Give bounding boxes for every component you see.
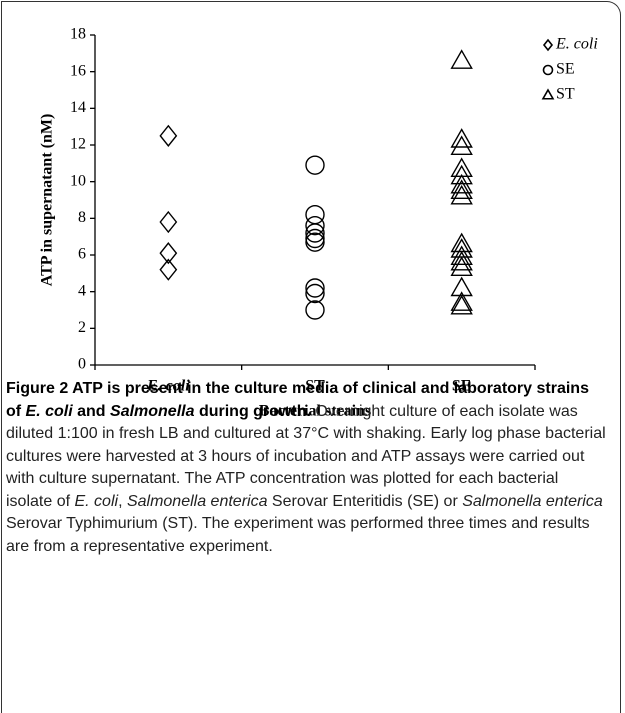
- triangle-marker: [450, 184, 473, 205]
- triangle-marker: [450, 232, 473, 253]
- triangle-marker: [450, 164, 473, 185]
- y-tick-label: 18: [70, 26, 86, 43]
- triangle-marker: [450, 157, 473, 178]
- legend-label: E. coli: [555, 36, 598, 53]
- triangle-marker: [450, 291, 473, 311]
- triangle-marker: [450, 49, 473, 69]
- caption-text: Overnight culture of each isolate was di…: [6, 402, 606, 510]
- caption-text: and: [72, 402, 111, 420]
- triangle-marker: [450, 128, 473, 148]
- triangle-marker: [450, 173, 473, 194]
- y-tick-label: 0: [78, 356, 86, 373]
- y-tick-label: 12: [70, 136, 86, 153]
- caption-text: E. coli: [25, 402, 73, 420]
- triangle-marker: [541, 88, 555, 100]
- x-tick-label: E. coli: [146, 378, 190, 395]
- circle-marker: [305, 215, 325, 236]
- y-tick-label: 16: [70, 62, 86, 79]
- x-tick-label: ST: [305, 378, 325, 395]
- y-tick-label: 8: [78, 209, 86, 226]
- triangle-marker: [450, 238, 473, 258]
- circle-marker: [305, 155, 325, 175]
- diamond-marker: [159, 210, 178, 234]
- caption-text: E. coli: [74, 492, 119, 510]
- caption-text: Salmonella: [110, 402, 195, 420]
- diamond-marker: [159, 124, 178, 147]
- triangle-marker: [450, 294, 473, 315]
- caption-text: Salmonella enterica: [126, 492, 268, 510]
- triangle-marker: [450, 250, 473, 271]
- chart: ATP in supernatant (nM) Bacterial strain…: [39, 26, 598, 420]
- diamond-marker: [159, 258, 178, 281]
- circle-marker: [305, 232, 325, 252]
- y-tick-label: 10: [70, 172, 86, 189]
- caption-text: ,: [118, 492, 127, 510]
- legend-label: ST: [556, 86, 575, 103]
- y-tick-label: 2: [78, 319, 86, 336]
- circle-marker: [305, 204, 325, 225]
- diamond-marker: [542, 38, 554, 52]
- y-tick-label: 6: [78, 246, 86, 263]
- circle-marker: [542, 64, 554, 76]
- legend-label: SE: [556, 61, 575, 78]
- y-tick-label: 14: [70, 99, 86, 116]
- triangle-marker: [450, 135, 473, 156]
- caption-text: Serovar Enteritidis (SE) or: [267, 492, 463, 510]
- y-tick-label: 4: [78, 282, 86, 299]
- circle-marker: [305, 223, 325, 243]
- caption-text: Salmonella enterica: [462, 492, 603, 510]
- caption-text: Serovar Typhimurium (ST). The experiment…: [6, 515, 590, 555]
- caption-text: during growth.: [194, 402, 311, 420]
- circle-marker: [305, 300, 325, 320]
- y-axis-label: ATP in supernatant (nM): [39, 114, 56, 287]
- caption: Figure 2 ATP is present in the culture m…: [6, 378, 606, 558]
- x-tick-label: SE: [452, 378, 472, 395]
- x-axis-label: Bacterial strains: [259, 403, 371, 420]
- triangle-marker: [450, 245, 473, 266]
- triangle-marker: [450, 256, 473, 277]
- circle-marker: [305, 278, 325, 298]
- caption-text: ATP is present in the culture media of c…: [6, 380, 589, 420]
- caption-title: Figure 2 ATP is present in the culture m…: [6, 380, 589, 420]
- caption-text: Figure 2: [6, 380, 69, 397]
- caption-body: Overnight culture of each isolate was di…: [6, 403, 606, 555]
- circle-marker: [305, 228, 325, 249]
- triangle-marker: [450, 179, 473, 200]
- diamond-marker: [159, 242, 178, 265]
- circle-marker: [305, 283, 325, 304]
